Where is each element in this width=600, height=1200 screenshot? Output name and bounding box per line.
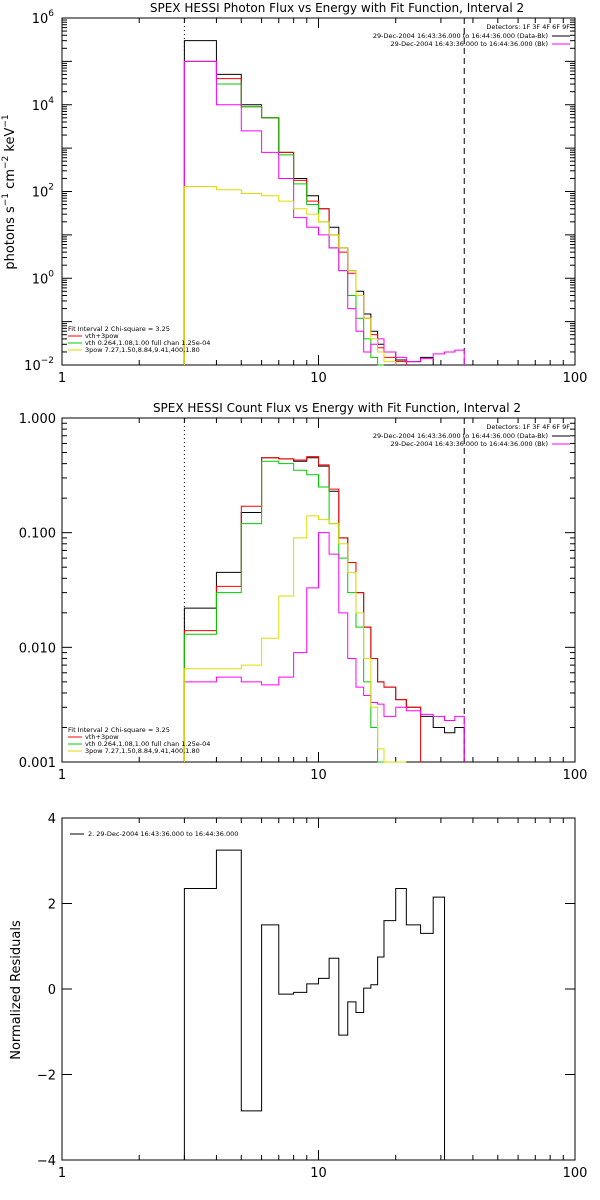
photon-time-label-bk: 29-Dec-2004 16:43:36.000 to 16:44:36.000… — [391, 40, 549, 48]
count-x-tick-label: 1 — [58, 768, 66, 783]
photon-x-tick-label: 1 — [58, 371, 66, 386]
count-ticks: 1 10 100 0.001 0.010 0.100 1.000 — [19, 412, 588, 783]
residuals-x-tick-label: 100 — [563, 1166, 588, 1181]
residuals-y-tick-label: 4 — [48, 812, 56, 827]
count-series-0 — [183, 457, 465, 762]
count-y-tick-label: 0.010 — [19, 641, 56, 656]
photon-time-label-data: 29-Dec-2004 16:43:36.000 to 16:44:36.000… — [373, 32, 548, 40]
count-fit-legend-total: vth+3pow — [85, 733, 119, 741]
residuals-y-axis-label: Normalized Residuals — [9, 920, 24, 1060]
photon-series — [183, 18, 465, 366]
photon-fit-legend-vth: vth 0.264,1.08,1.00 full chan 1.25e-04 — [85, 339, 210, 347]
photon-y-tick-label: 102 — [32, 183, 54, 201]
count-plot-frame — [61, 417, 576, 763]
residuals-y-tick-label: 2 — [48, 898, 56, 913]
photon-series-3 — [183, 60, 465, 365]
photon-y-tick-label: 10−2 — [24, 356, 54, 374]
photon-y-tick-label: 100 — [32, 269, 55, 287]
count-series — [183, 418, 465, 763]
residuals-series — [183, 849, 446, 1160]
count-y-tick-label: 0.001 — [19, 756, 56, 771]
photon-y-tick-label: 106 — [32, 9, 55, 27]
photon-x-tick-label: 100 — [563, 371, 588, 386]
residuals-plot-frame — [61, 817, 576, 1161]
photon-ticks: 1 10 100 10−2 100 102 104 106 — [24, 9, 587, 386]
photon-y-axis-label: photons s−1 cm−2 keV−1 — [1, 114, 18, 269]
residuals-x-tick-label: 10 — [310, 1166, 327, 1181]
count-flux-title: SPEX HESSI Count Flux vs Energy with Fit… — [153, 401, 521, 415]
photon-fit-legend-header: Fit Interval 2 Chi-square = 3.25 — [68, 325, 170, 333]
count-y-tick-label: 1.000 — [19, 412, 56, 427]
residuals-legend-text: 2. 29-Dec-2004 16:43:36.000 to 16:44:36.… — [88, 830, 238, 838]
photon-series-0 — [183, 40, 465, 366]
residuals-ticks: 1 10 100 −4 −2 0 2 4 — [37, 812, 588, 1181]
residuals-panel: Normalized Residuals 1 10 100 −4 −2 0 2 4 2. 29… — [9, 812, 587, 1181]
count-series-4 — [183, 515, 407, 763]
photon-series-1 — [183, 60, 407, 365]
count-y-tick-label: 0.100 — [19, 527, 56, 542]
photon-fit-legend-total: vth+3pow — [85, 332, 119, 340]
count-time-label-data: 29-Dec-2004 16:43:36.000 to 16:44:36.000… — [373, 432, 548, 440]
count-fit-legend-vth: vth 0.264,1.08,1.00 full chan 1.25e-04 — [85, 740, 210, 748]
count-detectors-label: Detectors: 1F 3F 4F 6F 9F — [486, 423, 570, 431]
count-series-3 — [183, 532, 465, 762]
photon-series-2 — [183, 60, 384, 366]
photon-flux-title: SPEX HESSI Photon Flux vs Energy with Fi… — [150, 1, 524, 15]
photon-y-tick-label: 104 — [32, 96, 55, 114]
photon-plot-frame — [61, 17, 576, 366]
photon-x-tick-label: 10 — [310, 371, 327, 386]
count-time-label-bk: 29-Dec-2004 16:43:36.000 to 16:44:36.000… — [391, 440, 549, 448]
photon-series-4 — [183, 186, 397, 365]
count-fit-legend-3pow: 3pow 7.27,1.50,8.84,9.41,400,1.80 — [85, 747, 200, 755]
residuals-y-tick-label: −2 — [37, 1069, 56, 1084]
residuals-series-0 — [183, 849, 446, 1160]
count-series-2 — [183, 460, 384, 763]
photon-fit-legend-3pow: 3pow 7.27,1.50,8.84,9.41,400,1.80 — [85, 346, 200, 354]
residuals-y-tick-label: 0 — [48, 983, 56, 998]
count-x-tick-label: 10 — [310, 768, 327, 783]
photon-detectors-label: Detectors: 1F 3F 4F 6F 9F — [486, 23, 570, 31]
count-flux-panel: SPEX HESSI Count Flux vs Energy with Fit… — [19, 401, 588, 783]
count-x-tick-label: 100 — [563, 768, 588, 783]
residuals-x-tick-label: 1 — [58, 1166, 66, 1181]
count-fit-legend-header: Fit Interval 2 Chi-square = 3.25 — [68, 726, 170, 734]
photon-flux-panel: SPEX HESSI Photon Flux vs Energy with Fi… — [1, 1, 587, 386]
residuals-y-tick-label: −4 — [37, 1154, 56, 1169]
